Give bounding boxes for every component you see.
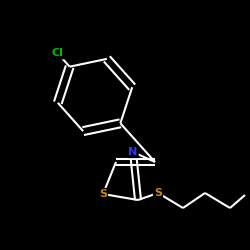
Text: S: S	[99, 189, 107, 199]
Text: S: S	[154, 188, 162, 198]
Text: Cl: Cl	[52, 48, 64, 58]
Text: N: N	[128, 147, 138, 157]
